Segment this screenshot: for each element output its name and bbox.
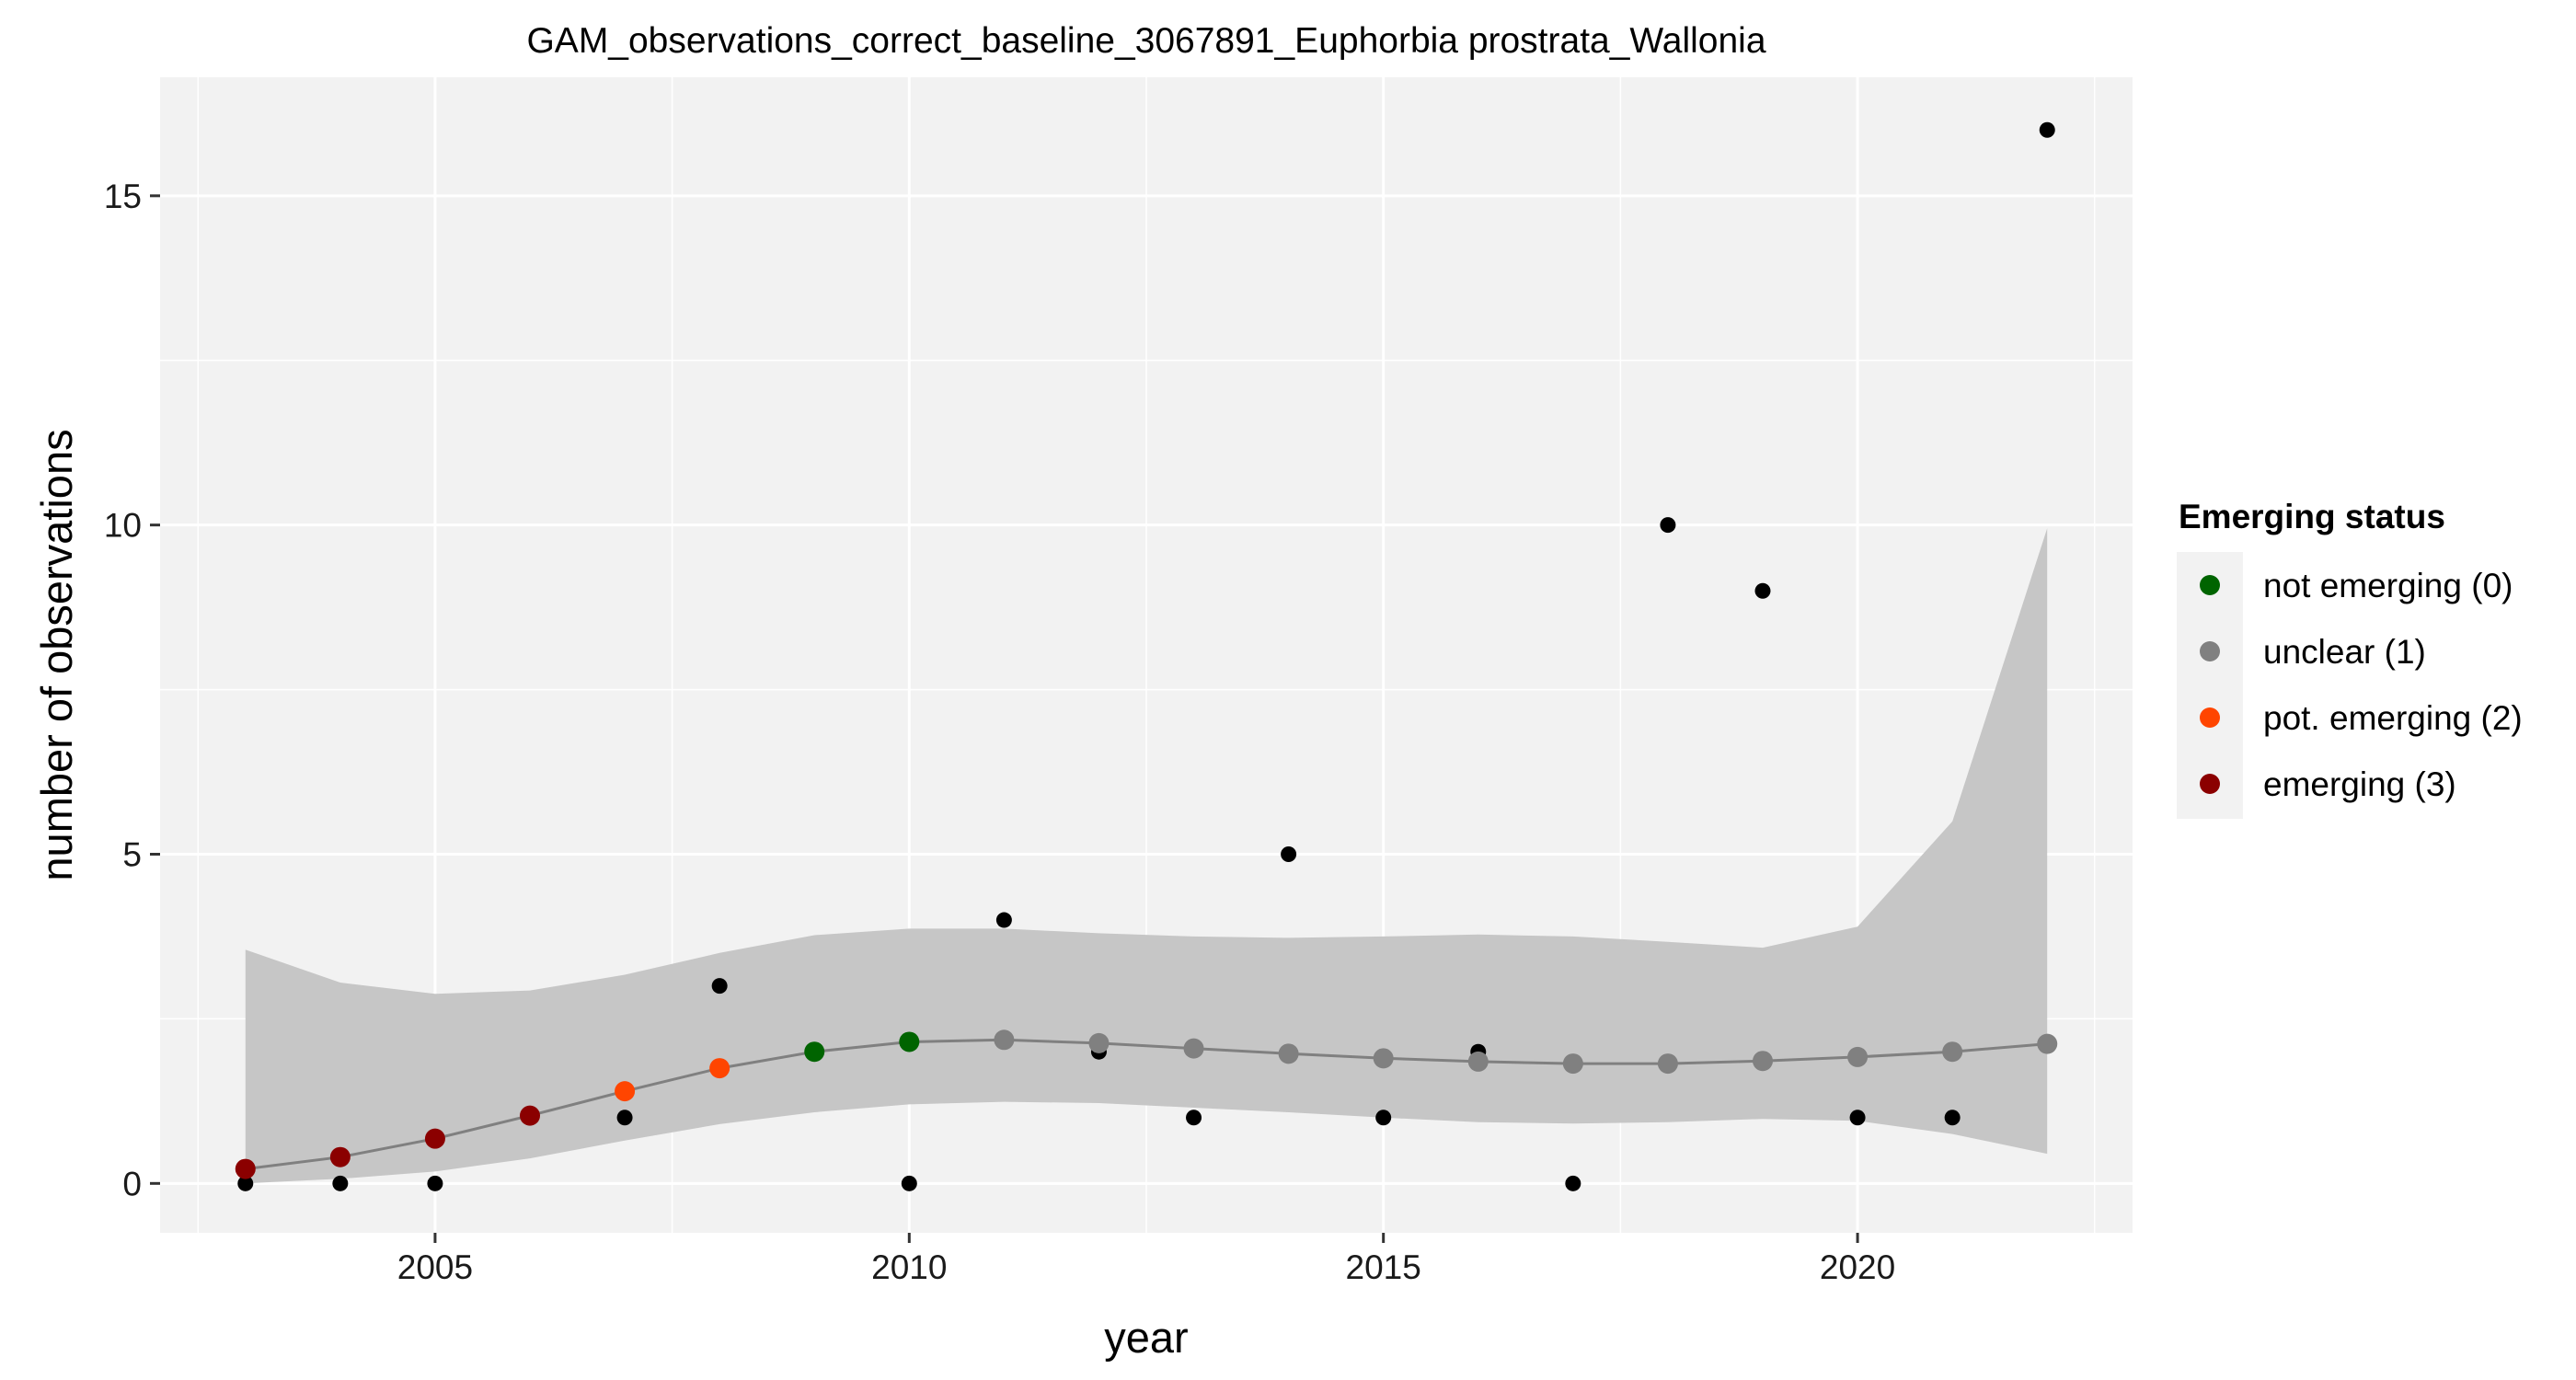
fit-point xyxy=(1562,1053,1583,1075)
fit-point xyxy=(520,1105,540,1126)
observation-point xyxy=(1281,845,1297,862)
fit-point xyxy=(899,1031,920,1052)
legend-items: not emerging (0) unclear (1) pot. emerging… xyxy=(2177,552,2523,819)
legend-label: not emerging (0) xyxy=(2263,567,2513,604)
x-tick-label: 2010 xyxy=(871,1248,947,1286)
fit-point xyxy=(424,1128,445,1149)
y-tick-label: 15 xyxy=(104,178,142,215)
observation-point xyxy=(332,1175,349,1191)
fit-point xyxy=(709,1058,730,1079)
observation-point xyxy=(995,912,1012,928)
observation-points xyxy=(237,121,2055,1191)
legend-key xyxy=(2200,641,2220,661)
fit-point xyxy=(1657,1053,1678,1075)
fit-point xyxy=(2037,1033,2058,1054)
y-tick-label: 0 xyxy=(122,1165,142,1202)
observation-point xyxy=(1660,517,1676,534)
chart-title: GAM_observations_correct_baseline_306789… xyxy=(526,21,1765,61)
observation-point xyxy=(616,1110,633,1126)
observation-point xyxy=(711,978,728,995)
fit-point xyxy=(1753,1051,1773,1072)
observation-point xyxy=(1186,1110,1202,1126)
fit-point xyxy=(235,1158,256,1179)
x-tick-label: 2005 xyxy=(397,1248,473,1286)
fit-point xyxy=(804,1041,825,1063)
y-axis-title: number of observations xyxy=(32,429,81,880)
legend-label: pot. emerging (2) xyxy=(2263,699,2523,737)
y-axis: 0 5 10 15 xyxy=(104,178,160,1202)
fit-point xyxy=(329,1146,351,1167)
legend-label: emerging (3) xyxy=(2263,765,2456,803)
legend-key xyxy=(2200,774,2220,794)
legend: Emerging status not emerging (0) unclear … xyxy=(2177,498,2523,819)
gam-fit-line xyxy=(245,1038,2048,1171)
observation-point xyxy=(1754,582,1771,599)
legend-label: unclear (1) xyxy=(2263,633,2426,671)
observation-point xyxy=(1565,1175,1581,1191)
y-tick-label: 10 xyxy=(104,507,142,545)
fit-point xyxy=(615,1081,636,1102)
x-tick-label: 2020 xyxy=(1820,1248,1895,1286)
observation-point xyxy=(1375,1110,1392,1126)
x-tick-label: 2015 xyxy=(1346,1248,1421,1286)
x-axis-title: year xyxy=(1104,1313,1188,1362)
observation-point xyxy=(237,1175,254,1191)
observation-point xyxy=(1849,1110,1866,1126)
fit-point xyxy=(994,1029,1015,1051)
legend-key xyxy=(2200,707,2220,728)
observation-point xyxy=(901,1175,917,1191)
observation-point xyxy=(2039,121,2055,138)
fit-point xyxy=(1183,1038,1204,1059)
observation-point xyxy=(427,1175,443,1191)
fit-point xyxy=(1467,1051,1489,1072)
fit-point xyxy=(1088,1032,1110,1053)
fit-point xyxy=(1278,1043,1299,1064)
x-axis: 2005 2010 2015 2020 xyxy=(397,1233,1895,1286)
legend-title: Emerging status xyxy=(2179,498,2445,535)
y-tick-label: 5 xyxy=(122,835,142,873)
fit-point xyxy=(1847,1046,1869,1067)
legend-key xyxy=(2200,575,2220,595)
fit-point xyxy=(1373,1048,1394,1069)
fit-point xyxy=(1942,1041,1963,1063)
fit-points xyxy=(235,1029,2058,1179)
observation-point xyxy=(1944,1110,1961,1126)
confidence-ribbon xyxy=(245,528,2048,1184)
